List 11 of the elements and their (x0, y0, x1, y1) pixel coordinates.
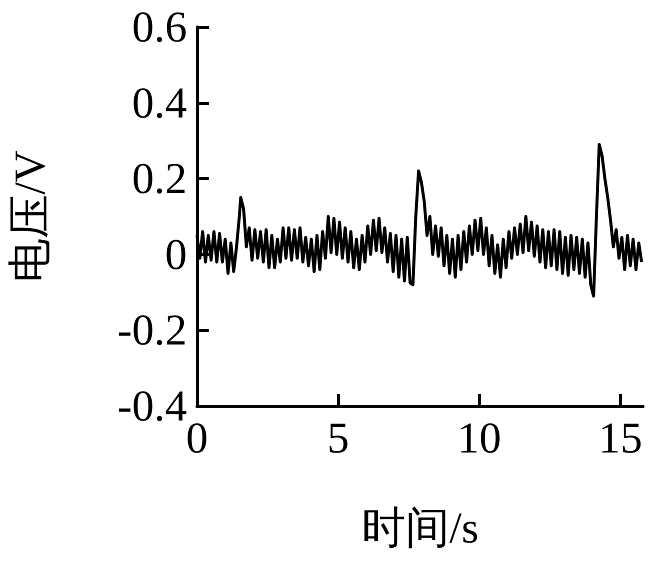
y-tick-label: 0.6 (132, 2, 187, 52)
y-axis-title: 电压/V (6, 150, 54, 282)
y-tick-label: -0.2 (117, 306, 187, 355)
x-tick-label: 5 (327, 414, 350, 462)
y-tick-label: -0.4 (117, 382, 187, 430)
y-tick-label: 0.4 (132, 78, 187, 128)
x-axis-title: 时间/s (361, 504, 479, 552)
x-tick-label: 10 (457, 414, 502, 462)
x-tick-label: 15 (598, 414, 642, 462)
y-tick-label: 0 (165, 230, 187, 279)
y-tick-label: 0.2 (132, 154, 187, 204)
